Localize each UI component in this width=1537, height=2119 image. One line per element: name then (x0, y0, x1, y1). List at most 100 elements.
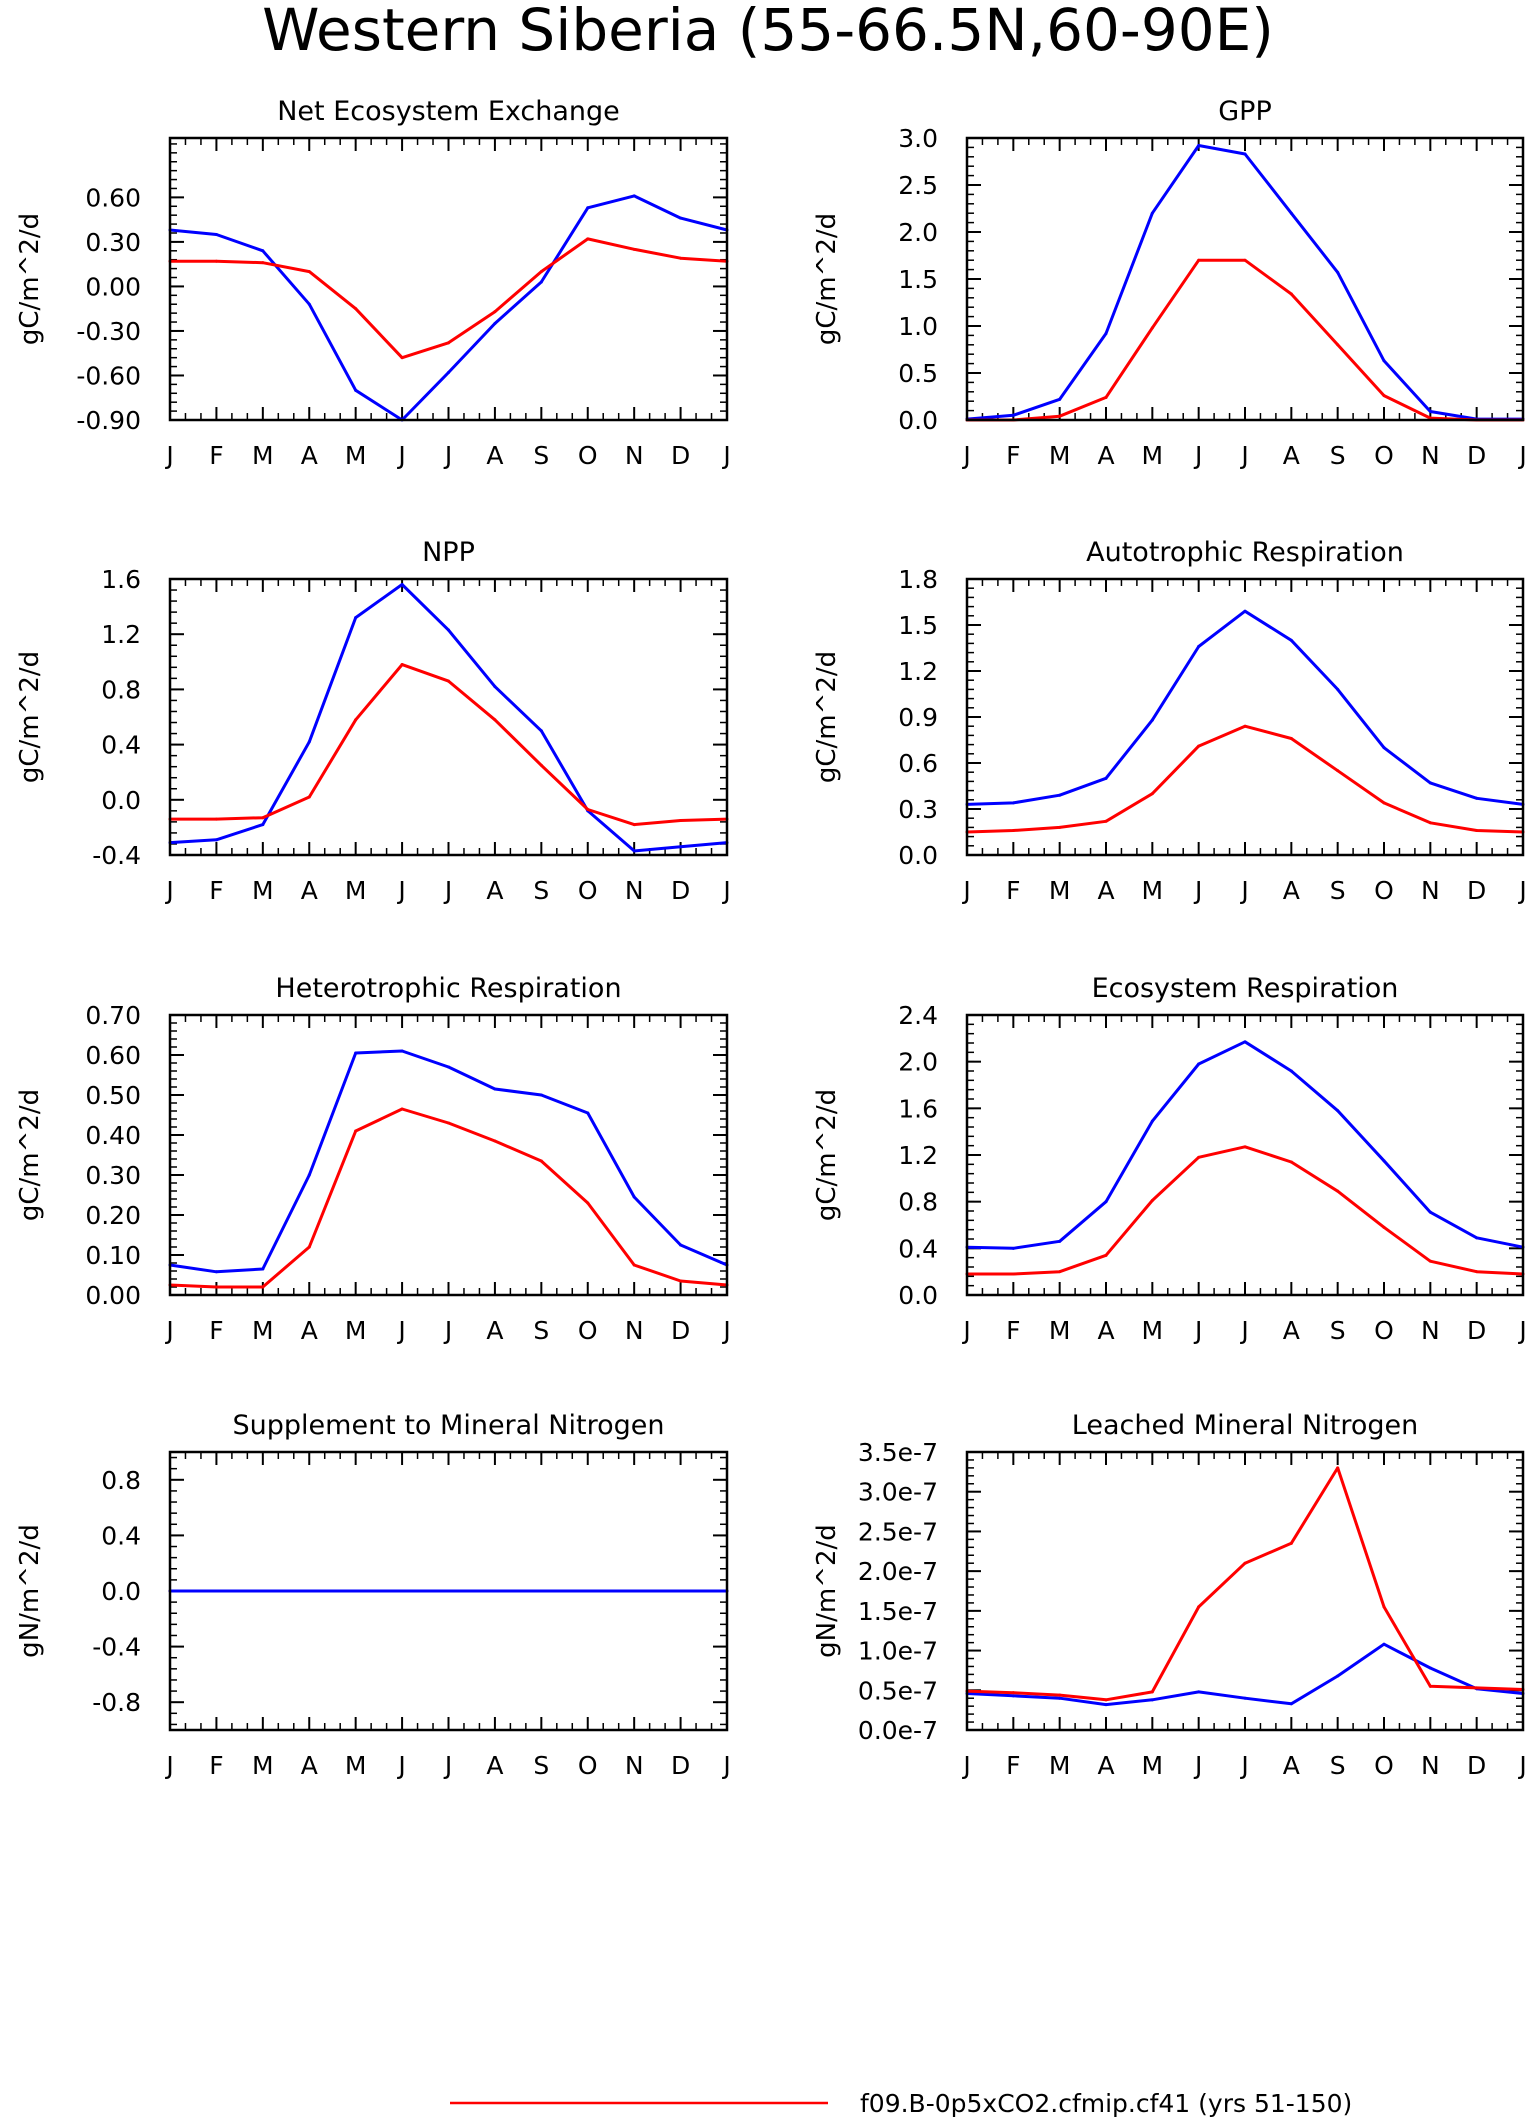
y-tick-label: 1.0 (898, 312, 938, 341)
series-line (966, 1466, 1524, 1702)
data-point (307, 302, 311, 306)
x-tick-label: M (1049, 1751, 1071, 1780)
x-tick-label: J (961, 1316, 970, 1345)
data-point (214, 838, 218, 842)
data-point (539, 1159, 543, 1163)
data-point (1336, 687, 1340, 691)
x-tick-label: S (533, 1751, 549, 1780)
data-point (1336, 343, 1340, 347)
data-point (539, 1093, 543, 1097)
data-point (586, 1201, 590, 1205)
data-point (354, 307, 358, 311)
x-tick-label: A (301, 876, 318, 905)
x-tick-label: J (1193, 1316, 1202, 1345)
data-point (400, 663, 404, 667)
data-point (1197, 258, 1201, 262)
plot-frame (168, 136, 729, 422)
data-point (1197, 744, 1201, 748)
x-tick-label: A (486, 1751, 503, 1780)
data-point (214, 232, 218, 236)
y-tick-label: 0.4 (898, 1234, 938, 1263)
data-point (447, 341, 450, 345)
series-line (966, 144, 1523, 421)
x-tick-label: N (625, 1751, 644, 1780)
x-tick-label: D (671, 1316, 690, 1345)
x-tick-label: A (1097, 441, 1114, 470)
y-tick-label: 2.0 (898, 218, 938, 247)
x-tick-label: A (1283, 1316, 1300, 1345)
data-point (447, 628, 450, 632)
x-tick-label: J (396, 441, 405, 470)
data-point (679, 1243, 683, 1247)
data-point (586, 206, 590, 210)
x-tick-label: J (396, 1316, 405, 1345)
chart-title: NPP (422, 537, 475, 568)
data-point (1058, 1696, 1062, 1700)
x-tick-label: J (1239, 1751, 1248, 1780)
x-tick-label: J (443, 876, 452, 905)
y-axis-label: gN/m^2/d (15, 1524, 45, 1658)
x-tick-label: J (721, 876, 730, 905)
y-tick-label: 0.0e-7 (858, 1716, 938, 1745)
x-tick-label: J (164, 1316, 173, 1345)
data-point (539, 270, 543, 274)
chart-title: Leached Mineral Nitrogen (1072, 1410, 1418, 1441)
x-tick-label: O (1374, 876, 1394, 905)
x-tick-label: J (396, 1751, 405, 1780)
data-point (447, 371, 450, 375)
x-tick-label: D (671, 1751, 690, 1780)
y-tick-label: -0.4 (92, 1633, 141, 1662)
data-point (1197, 1605, 1201, 1609)
x-tick-label: M (1049, 441, 1071, 470)
x-tick-label: F (1006, 876, 1020, 905)
y-tick-label: 0.6 (898, 749, 938, 778)
data-point (1058, 793, 1062, 797)
data-point (1336, 769, 1340, 773)
data-point (1150, 211, 1154, 215)
chart-title: Supplement to Mineral Nitrogen (233, 1410, 665, 1441)
series-line (169, 194, 728, 422)
y-tick-label: 0.0 (101, 1577, 141, 1606)
data-point (307, 1245, 311, 1249)
data-point (1197, 1155, 1201, 1159)
data-point (1011, 1246, 1015, 1250)
data-point (1428, 1210, 1432, 1214)
data-point (1289, 736, 1293, 740)
series-line (966, 609, 1524, 806)
series-line (169, 1107, 728, 1289)
data-point (1382, 1159, 1386, 1163)
data-point (1058, 1239, 1062, 1243)
x-tick-label: J (1193, 876, 1202, 905)
data-point (1289, 1541, 1293, 1545)
data-point (214, 1589, 218, 1593)
x-tick-label: A (1283, 1751, 1300, 1780)
data-point (354, 1051, 358, 1055)
data-point (493, 1087, 497, 1091)
x-tick-label: J (443, 1316, 452, 1345)
y-tick-label: 0.5e-7 (858, 1676, 938, 1705)
x-tick-label: F (1006, 1751, 1020, 1780)
series-line (966, 1040, 1524, 1250)
x-tick-label: D (1467, 1751, 1486, 1780)
x-tick-label: O (1374, 1751, 1394, 1780)
data-point (1289, 292, 1293, 296)
x-tick-label: J (396, 876, 405, 905)
data-point (261, 261, 265, 265)
data-point (354, 1129, 358, 1133)
x-tick-label: J (1239, 1316, 1248, 1345)
y-axis-label: gC/m^2/d (15, 213, 45, 345)
x-tick-label: S (1330, 1316, 1346, 1345)
y-axis-label: gC/m^2/d (812, 1089, 842, 1221)
data-point (1475, 1236, 1479, 1240)
y-tick-label: -0.4 (92, 841, 141, 870)
x-tick-label: J (721, 1316, 730, 1345)
data-point (1336, 1466, 1340, 1470)
data-point (1150, 1698, 1154, 1702)
data-point (1289, 1702, 1293, 1706)
y-axis-label: gC/m^2/d (812, 651, 842, 783)
x-tick-label: N (1421, 876, 1440, 905)
y-tick-label: 0.9 (898, 703, 938, 732)
